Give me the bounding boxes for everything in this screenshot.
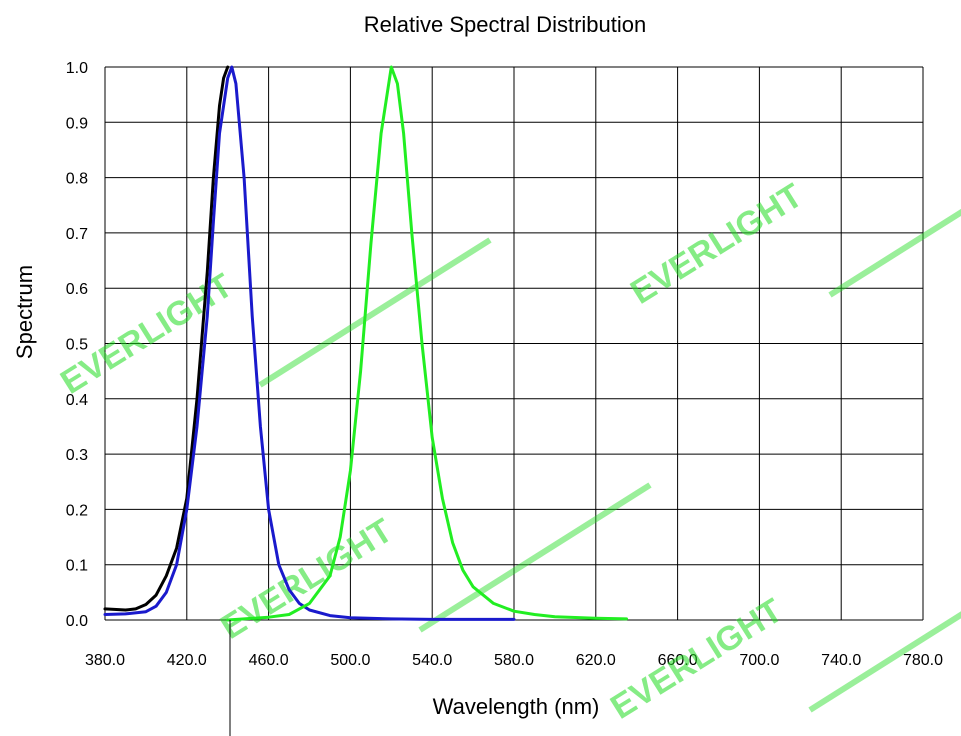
- x-tick-label: 740.0: [821, 652, 861, 669]
- series-line-1: [103, 65, 230, 612]
- watermark-stroke: [828, 208, 961, 298]
- series-line-3: [226, 65, 628, 622]
- x-tick-label: 700.0: [739, 652, 779, 669]
- y-tick-labels: 0.0 0.1 0.2 0.3 0.4 0.5 0.6 0.7 0.8 0.9 1.0: [66, 60, 88, 630]
- x-tick-label: 460.0: [249, 652, 289, 669]
- watermark: EVERLIGHT: [624, 176, 809, 311]
- x-tick-label: 620.0: [576, 652, 616, 669]
- y-axis-label: Spectrum: [12, 265, 37, 359]
- watermark-stroke: [418, 482, 652, 633]
- y-tick-label: 0.6: [66, 281, 88, 298]
- y-tick-label: 0.4: [66, 392, 88, 409]
- watermark-stroke: [258, 237, 492, 388]
- watermark: EVERLIGHT: [214, 511, 399, 646]
- plot-grid: [104, 66, 924, 621]
- y-tick-label: 1.0: [66, 60, 88, 77]
- y-tick-label: 0.7: [66, 226, 88, 243]
- y-tick-label: 0.5: [66, 337, 88, 354]
- x-axis-label: Wavelength (nm): [433, 694, 600, 719]
- chart-title: Relative Spectral Distribution: [364, 12, 646, 37]
- x-tick-label: 580.0: [494, 652, 534, 669]
- y-tick-label: 0.8: [66, 171, 88, 188]
- x-tick-label: 380.0: [85, 652, 125, 669]
- y-tick-label: 0.9: [66, 115, 88, 132]
- x-tick-label: 500.0: [330, 652, 370, 669]
- y-tick-label: 0.2: [66, 502, 88, 519]
- y-tick-label: 0.0: [66, 613, 88, 630]
- x-tick-label: 780.0: [903, 652, 943, 669]
- y-tick-label: 0.1: [66, 558, 88, 575]
- y-tick-label: 0.3: [66, 447, 88, 464]
- series-group: [103, 65, 628, 622]
- x-tick-label: 540.0: [412, 652, 452, 669]
- x-tick-label: 660.0: [658, 652, 698, 669]
- x-tick-label: 420.0: [167, 652, 207, 669]
- x-tick-labels: 380.0 420.0 460.0 500.0 540.0 580.0 620.0 660.0…: [85, 652, 943, 669]
- series-line-2: [103, 65, 516, 621]
- watermark-stroke: [808, 611, 961, 713]
